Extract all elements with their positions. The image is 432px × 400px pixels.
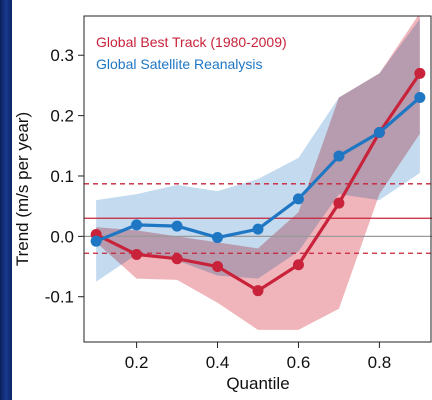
x-tick-label: 0.4 [206,353,230,372]
x-tick-label: 0.2 [125,353,149,372]
confidence-bands [96,16,420,330]
y-tick-label: -0.1 [45,288,74,307]
data-point-series-2 [333,150,345,162]
legend-entry-1: Global Best Track (1980-2009) [96,34,287,50]
plot-border [83,15,432,343]
x-axis-ticks: 0.2 0.4 0.6 0.8 [125,342,391,372]
y-tick-label: 0.3 [50,46,74,65]
data-point-series-1 [212,261,224,273]
series-points [90,67,426,297]
data-point-series-1 [414,67,426,79]
data-point-series-2 [373,127,385,139]
y-axis-label: Trend (m/s per year) [13,112,32,266]
legend: Global Best Track (1980-2009) Global Sate… [96,34,287,72]
data-point-series-1 [333,197,345,209]
x-tick-label: 0.6 [287,353,311,372]
data-point-series-1 [171,253,183,265]
reference-lines [84,183,432,254]
data-point-series-2 [212,232,224,244]
line-chart: 0.2 0.4 0.6 0.8 -0.1 0.0 0.1 0.2 0.3 Global Bes… [13,15,432,393]
x-tick-label: 0.8 [368,353,392,372]
data-point-series-1 [131,248,143,260]
y-tick-label: 0.2 [50,107,74,126]
data-point-series-2 [90,235,102,247]
y-tick-label: 0.0 [50,227,74,246]
x-axis-label: Quantile [226,374,289,393]
legend-entry-2: Global Satellite Reanalysis [96,56,263,72]
chart-frame: 0.2 0.4 0.6 0.8 -0.1 0.0 0.1 0.2 0.3 Global Bes… [12,0,432,400]
data-point-series-2 [292,193,304,205]
data-point-series-1 [292,259,304,271]
y-tick-label: 0.1 [50,167,74,186]
data-point-series-1 [252,285,264,297]
y-axis-ticks: -0.1 0.0 0.1 0.2 0.3 [45,46,84,307]
data-point-series-2 [414,92,426,103]
data-point-series-2 [131,219,143,231]
data-point-series-2 [171,220,183,232]
data-point-series-2 [252,223,264,235]
band-series-2 [96,19,420,282]
